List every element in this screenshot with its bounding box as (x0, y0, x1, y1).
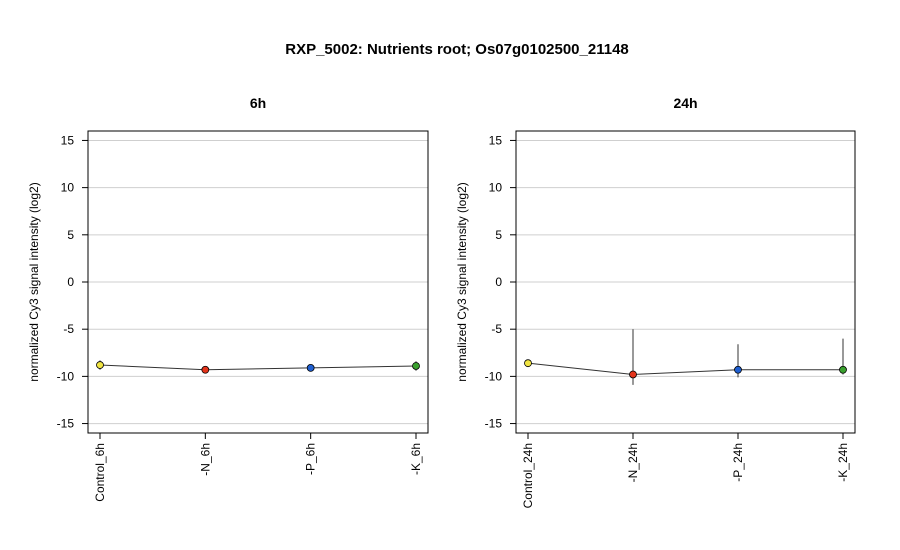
y-tick-label: 0 (67, 275, 74, 289)
data-point (839, 365, 847, 374)
y-tick-label: 5 (67, 228, 74, 242)
figure-title: RXP_5002: Nutrients root; Os07g0102500_2… (285, 41, 629, 58)
y-tick-label: 15 (61, 133, 75, 147)
series-line (99, 364, 417, 371)
x-tick-label: -N_6h (198, 443, 212, 476)
x-tick-label: Control_24h (521, 443, 535, 508)
x-tick-label: -N_24h (626, 443, 640, 482)
y-tick-label: 10 (489, 181, 503, 195)
data-point (96, 361, 104, 369)
y-axis-label: normalized Cy3 signal intensity (log2) (455, 182, 469, 381)
y-tick-label: -15 (57, 417, 75, 431)
y-tick-label: -10 (57, 369, 75, 383)
y-tick-label: -5 (491, 322, 502, 336)
y-tick-label: 5 (495, 228, 502, 242)
x-tick-label: -P_6h (304, 443, 318, 475)
y-tick-label: 15 (489, 133, 503, 147)
data-point (306, 363, 315, 372)
chart-panel-6h: 6h -15 -10 -5 0 5 10 15 normalized Cy3 signal in… (27, 95, 429, 502)
series-line (527, 362, 843, 375)
data-point (201, 365, 210, 374)
x-tick-label: Control_6h (93, 443, 107, 502)
y-axis-label: normalized Cy3 signal intensity (log2) (27, 182, 41, 381)
panel-title: 24h (673, 95, 697, 111)
y-tick-label: -5 (63, 322, 74, 336)
data-point (629, 370, 637, 379)
data-point (412, 362, 420, 370)
x-tick-label: -P_24h (731, 443, 745, 482)
data-point (734, 365, 742, 374)
chart-panel-24h: 24h -15 -10 -5 0 5 10 15 normalized Cy3 signal i… (455, 95, 856, 508)
y-tick-label: 0 (495, 275, 502, 289)
x-tick-label: -K_24h (836, 443, 850, 482)
x-tick-label: -K_6h (409, 443, 423, 475)
y-tick-label: -10 (485, 369, 503, 383)
data-point (524, 359, 532, 368)
y-tick-label: 10 (61, 181, 75, 195)
panel-title: 6h (250, 95, 266, 111)
y-tick-label: -15 (485, 417, 503, 431)
